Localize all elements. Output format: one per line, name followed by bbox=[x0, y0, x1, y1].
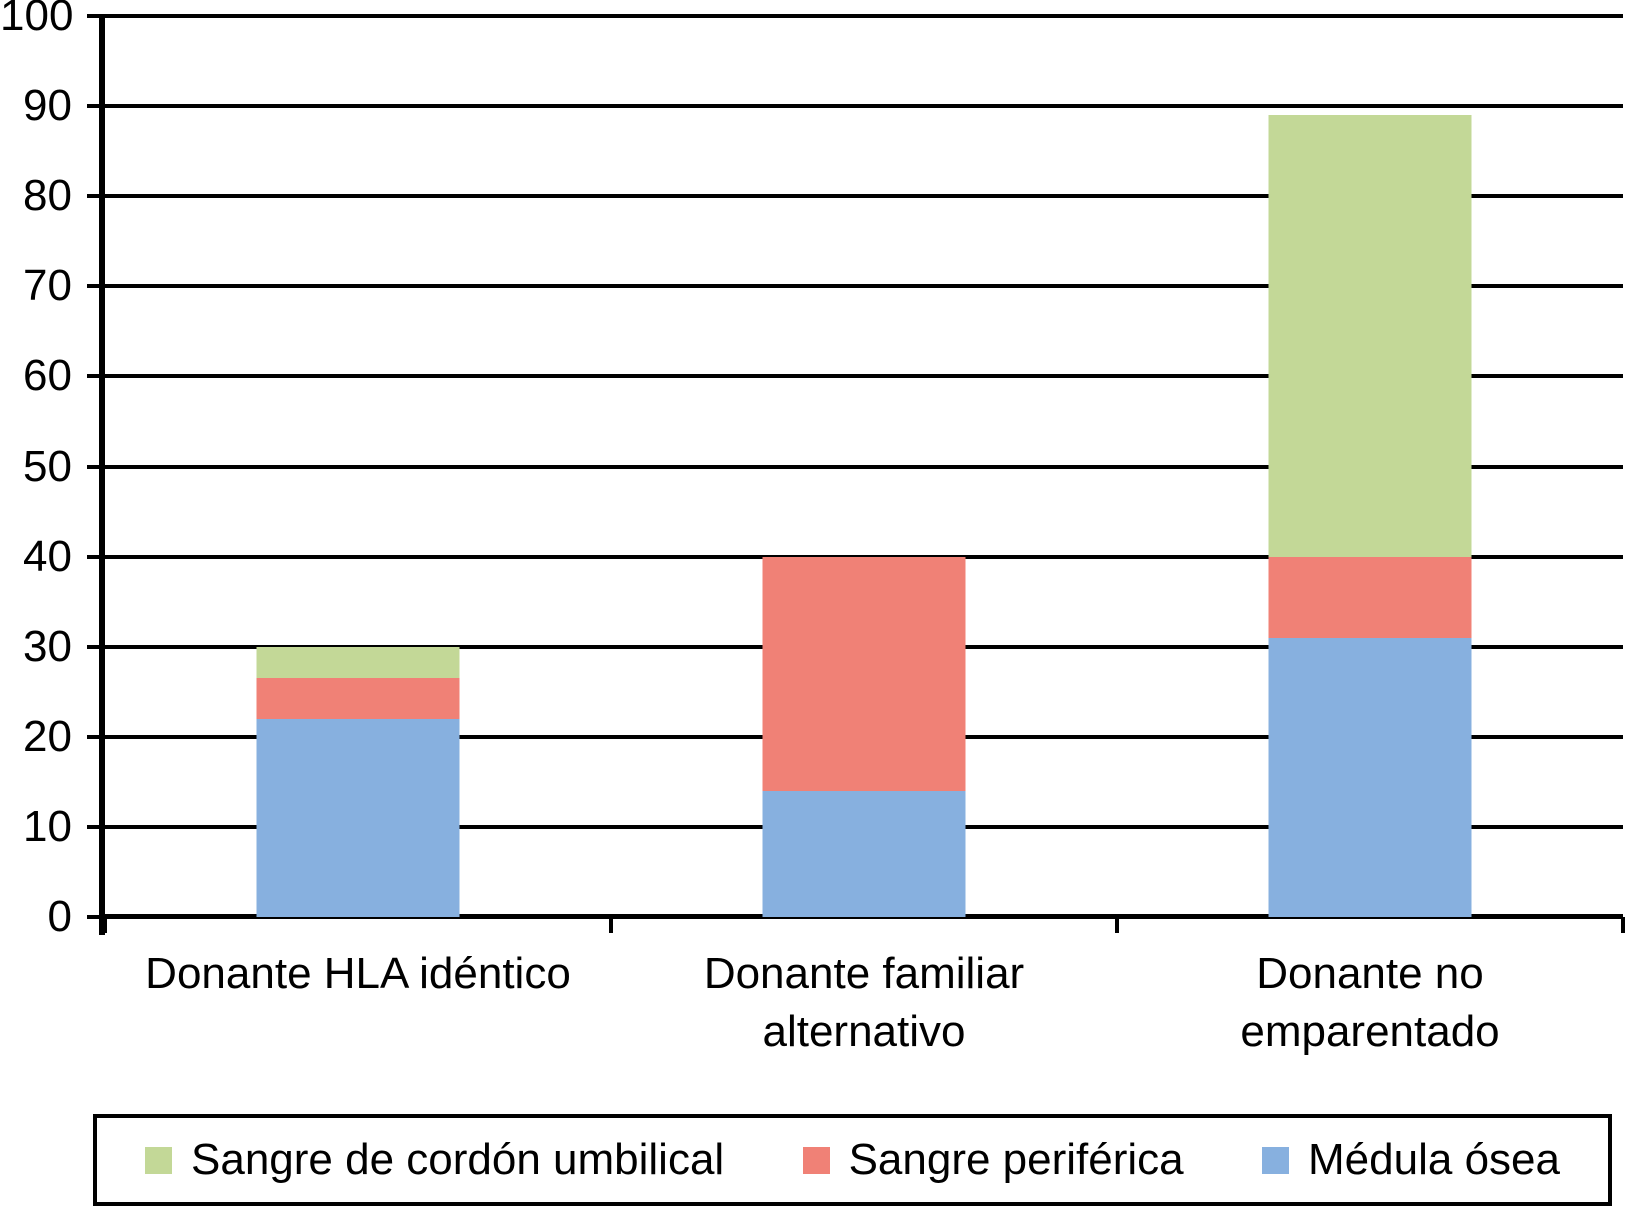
bar-3 bbox=[1268, 16, 1472, 917]
legend-item-cordon: Sangre de cordón umbilical bbox=[145, 1136, 724, 1184]
bar-segment bbox=[1268, 556, 1472, 638]
y-axis-tick-label: 70 bbox=[23, 261, 72, 311]
bar-2 bbox=[762, 16, 966, 917]
gridline-70 bbox=[105, 284, 1623, 289]
x-tick bbox=[103, 917, 107, 933]
y-axis-tick-label: 30 bbox=[23, 621, 72, 671]
y-axis-tick-label: 50 bbox=[23, 441, 72, 491]
y-tick-10 bbox=[87, 824, 105, 829]
legend-swatch-green bbox=[145, 1146, 172, 1174]
legend-item-periferica: Sangre periférica bbox=[802, 1135, 1184, 1184]
y-tick-50 bbox=[87, 464, 105, 469]
bar-segment bbox=[256, 646, 460, 679]
bar-segment bbox=[256, 718, 460, 917]
x-tick bbox=[608, 917, 613, 933]
legend-label: Sangre de cordón umbilical bbox=[191, 1135, 725, 1184]
y-tick-40 bbox=[87, 554, 105, 559]
legend-label: Médula ósea bbox=[1308, 1135, 1560, 1184]
y-tick-30 bbox=[87, 644, 105, 649]
plot-area bbox=[87, 14, 1625, 935]
y-tick-60 bbox=[87, 374, 105, 379]
y-axis-tick-label: 0 bbox=[47, 892, 72, 941]
x-axis-category-label: Donante familiar alternativo bbox=[703, 949, 1025, 1056]
y-axis-line bbox=[99, 14, 105, 935]
bar-segment bbox=[762, 556, 966, 791]
x-tick bbox=[1621, 917, 1625, 933]
gridline-40 bbox=[105, 554, 1623, 559]
x-tick bbox=[1114, 917, 1119, 933]
bar-segment bbox=[256, 678, 460, 719]
bar-segment bbox=[1268, 115, 1472, 557]
x-axis-category-label: Donante no emparentado bbox=[1240, 949, 1500, 1056]
y-axis-tick-label: 10 bbox=[23, 801, 72, 851]
legend-item-medula: Médula ósea bbox=[1262, 1136, 1560, 1184]
gridline-50 bbox=[105, 464, 1623, 469]
y-tick-90 bbox=[87, 104, 105, 109]
y-axis-tick-label: 90 bbox=[23, 81, 72, 131]
y-axis-tick-label: 20 bbox=[23, 711, 72, 761]
legend-label: Sangre periférica bbox=[848, 1135, 1184, 1184]
bar-1 bbox=[256, 16, 460, 917]
gridline-60 bbox=[105, 374, 1623, 379]
gridline-80 bbox=[105, 194, 1623, 199]
y-tick-80 bbox=[87, 194, 105, 199]
y-axis-labels: 0 10 20 30 40 50 60 70 80 90 100 bbox=[0, 0, 74, 1215]
y-tick-70 bbox=[87, 284, 105, 289]
y-axis-tick-label: 80 bbox=[23, 171, 72, 221]
y-tick-0 bbox=[87, 915, 105, 919]
bar-segment bbox=[762, 790, 966, 917]
y-axis-tick-label: 60 bbox=[23, 351, 72, 401]
x-axis-category-label: Donante HLA idéntico bbox=[145, 949, 571, 998]
gridline-90 bbox=[105, 104, 1623, 109]
legend-swatch-red bbox=[802, 1146, 830, 1174]
gridline-100 bbox=[105, 14, 1623, 18]
y-axis-tick-label: 40 bbox=[23, 531, 72, 581]
legend: Sangre de cordón umbilical Sangre perifé… bbox=[93, 1114, 1612, 1206]
y-tick-100 bbox=[87, 14, 105, 18]
y-tick-20 bbox=[87, 734, 105, 739]
y-axis-tick-label: 100 bbox=[0, 0, 74, 40]
legend-swatch-blue bbox=[1262, 1146, 1290, 1174]
bar-segment bbox=[1268, 637, 1472, 917]
